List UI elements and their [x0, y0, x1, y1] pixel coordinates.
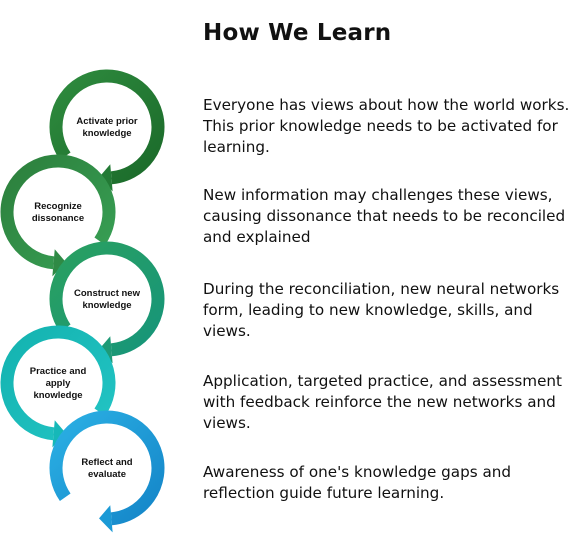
stage-arrowhead-3 — [99, 336, 113, 364]
page-title: How We Learn — [203, 20, 392, 46]
stage-description-1: Everyone has views about how the world w… — [203, 96, 570, 156]
stage-ring-3 — [49, 241, 165, 357]
stage-arrowhead-5 — [99, 505, 113, 533]
stage-label-4: Practice and — [30, 366, 87, 377]
stage-label-2: Recognize — [34, 201, 82, 212]
stage-label-4: apply — [46, 378, 72, 389]
stage-description-3: During the reconciliation, new neural ne… — [203, 280, 560, 340]
stage-ring-2 — [0, 154, 116, 270]
stage-arrowhead-1 — [99, 164, 113, 192]
stage-ring-4 — [0, 325, 116, 441]
stage-ring-5 — [49, 410, 165, 526]
stage-label-3: knowledge — [82, 300, 131, 311]
stage-label-5: evaluate — [88, 469, 126, 480]
stage-label-2: dissonance — [32, 213, 84, 224]
stage-label-1: Activate prior — [76, 116, 138, 127]
stage-description-2: New information may challenges these vie… — [203, 186, 566, 246]
stage-description-4: Application, targeted practice, and asse… — [203, 372, 562, 432]
stage-label-5: Reflect and — [81, 457, 132, 468]
stage-description-5: Awareness of one's knowledge gaps and re… — [203, 463, 512, 502]
stage-label-1: knowledge — [82, 128, 131, 139]
learning-cycle-diagram: Activate priorknowledgeRecognizedissonan… — [0, 69, 165, 533]
stage-label-3: Construct new — [74, 288, 141, 299]
stage-ring-1 — [49, 69, 165, 185]
stage-arrowhead-2 — [52, 249, 66, 277]
stage-arrowhead-4 — [52, 420, 66, 448]
stage-label-4: knowledge — [33, 390, 82, 401]
